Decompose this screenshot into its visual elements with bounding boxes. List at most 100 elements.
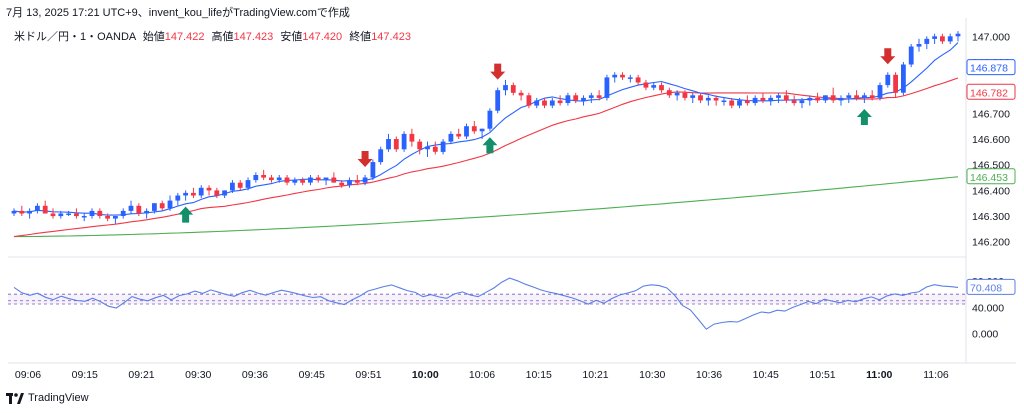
candle	[471, 121, 477, 134]
candle	[729, 97, 735, 109]
candle-body	[300, 180, 305, 183]
candle-body	[269, 177, 274, 181]
price-label-box-1	[966, 83, 1016, 100]
candle	[66, 210, 71, 217]
candle	[74, 208, 79, 219]
candle	[214, 187, 220, 199]
candle	[159, 200, 165, 211]
candle	[932, 33, 937, 44]
candle	[604, 74, 610, 101]
candle	[167, 195, 173, 211]
close-value: 147.423	[371, 31, 411, 43]
candle-body	[947, 36, 953, 42]
candle	[276, 174, 282, 183]
candle-body	[167, 200, 173, 209]
candle-body	[401, 133, 407, 150]
candle	[144, 208, 149, 219]
candle-body	[838, 97, 844, 101]
candle	[401, 131, 407, 152]
candle-body	[378, 149, 384, 163]
candle	[744, 95, 750, 106]
price-tick-3: 146.700	[972, 108, 1010, 120]
candle	[768, 95, 774, 106]
candle	[440, 139, 446, 155]
candle	[846, 92, 852, 104]
candle	[526, 92, 532, 109]
candle-body	[635, 77, 641, 83]
candle-body	[674, 92, 680, 96]
candle	[916, 38, 922, 52]
candle-body	[737, 100, 742, 106]
candle-body	[503, 85, 508, 91]
candle	[682, 90, 688, 101]
candle	[191, 187, 196, 199]
candle-body	[362, 177, 368, 183]
high-value: 147.423	[233, 31, 274, 43]
candle-body	[128, 205, 134, 211]
candle-body	[682, 92, 688, 98]
candle	[206, 185, 212, 196]
candle-body	[924, 38, 930, 44]
candle	[354, 174, 360, 186]
candle-body	[175, 195, 181, 201]
candle	[830, 87, 836, 104]
candle-body	[464, 126, 469, 137]
candle	[869, 90, 875, 101]
candle-body	[230, 182, 235, 191]
candle-body	[549, 100, 555, 106]
candle-body	[799, 100, 805, 104]
candle	[791, 95, 797, 106]
candle-body	[643, 82, 649, 88]
candle-body	[261, 175, 266, 178]
candle-body	[354, 180, 360, 183]
candle	[456, 128, 462, 139]
candle	[627, 74, 633, 83]
candle-body	[588, 95, 594, 98]
candle	[518, 90, 524, 101]
rsi-band-fill	[8, 294, 966, 304]
candle	[510, 82, 516, 96]
candle-body	[35, 205, 40, 211]
candle-body	[666, 90, 672, 96]
buy-signal-arrow-4	[856, 109, 872, 126]
rsi-tick-2: 0.000	[972, 328, 998, 340]
candle	[838, 95, 844, 106]
candle	[230, 180, 235, 193]
candle-body	[183, 192, 188, 196]
time-tick-15: 11:00	[866, 369, 892, 381]
candle-body	[627, 77, 633, 79]
candle	[448, 131, 454, 145]
price-tick-7: 146.300	[972, 211, 1010, 223]
candle-body	[729, 100, 735, 106]
candle	[542, 97, 547, 109]
candle	[198, 185, 204, 199]
candle	[674, 90, 680, 101]
candle-body	[908, 46, 914, 65]
candle-body	[339, 182, 345, 186]
candle-body	[42, 205, 48, 214]
snapshot-caption: 7月 13, 2025 17:21 UTC+9、invent_kou_lifeが…	[6, 7, 350, 19]
candle	[752, 95, 758, 106]
candle-body	[19, 210, 25, 214]
candle	[152, 203, 157, 214]
candle	[237, 180, 243, 191]
candle	[347, 177, 352, 188]
open-value: 147.422	[164, 31, 205, 43]
candle	[11, 208, 17, 217]
candle	[908, 43, 914, 68]
candle-body	[347, 180, 352, 186]
candle-body	[191, 192, 196, 196]
price-tick-4: 146.600	[972, 134, 1010, 146]
candle	[690, 92, 696, 104]
candle	[799, 97, 805, 109]
sell-signal-arrow-2	[490, 63, 506, 80]
candle-body	[651, 85, 657, 88]
low-label: 安値	[280, 31, 303, 43]
candle-body	[869, 95, 875, 98]
time-tick-1: 09:15	[72, 369, 98, 381]
candle	[565, 92, 571, 106]
rsi-line	[13, 277, 959, 330]
candle	[81, 213, 87, 222]
